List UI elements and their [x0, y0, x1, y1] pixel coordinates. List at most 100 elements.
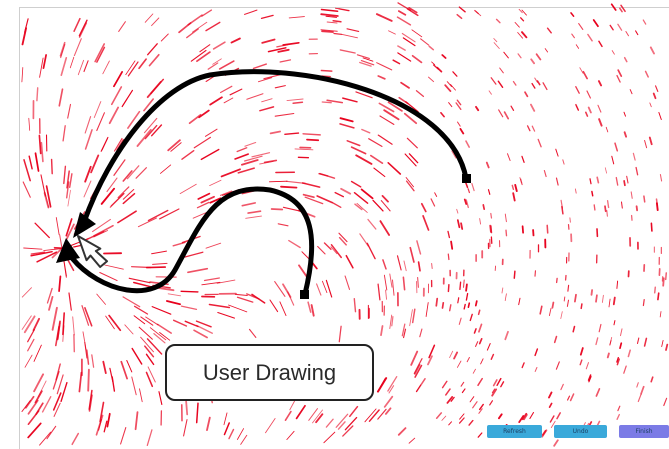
flow-particle	[34, 152, 40, 172]
flow-particle	[578, 23, 584, 30]
flow-particle	[544, 48, 549, 53]
flow-particle	[339, 49, 356, 54]
flow-particle	[259, 106, 275, 112]
flow-particle	[518, 415, 525, 423]
flow-particle	[82, 331, 87, 350]
flow-particle	[84, 129, 93, 150]
flow-particle	[159, 164, 172, 174]
flow-particle	[623, 365, 627, 374]
flow-particle	[113, 137, 123, 152]
flow-particle	[420, 38, 430, 46]
undo-button[interactable]: Undo	[554, 425, 607, 438]
refresh-button[interactable]: Refresh	[487, 425, 542, 438]
flow-particle	[635, 30, 639, 36]
flow-particle	[27, 422, 42, 439]
flow-particle	[84, 165, 92, 183]
flow-particle	[127, 61, 139, 77]
flow-particle	[263, 73, 283, 80]
flow-particle	[461, 388, 466, 394]
flow-particle	[124, 324, 134, 335]
flow-particle	[620, 201, 623, 209]
flow-particle	[185, 397, 189, 416]
flow-particle	[489, 224, 492, 233]
flow-particle	[440, 112, 445, 118]
flow-particle	[375, 13, 393, 22]
flow-particle	[144, 124, 158, 140]
flow-particle	[244, 9, 258, 15]
flow-particle	[472, 401, 478, 409]
flow-particle	[42, 54, 47, 69]
flow-particle	[644, 70, 649, 78]
flow-particle	[234, 293, 248, 297]
flow-particle	[344, 275, 351, 290]
flow-particle	[72, 316, 75, 336]
flow-particle	[192, 21, 208, 33]
flow-particle	[368, 409, 380, 422]
flow-particle	[425, 302, 429, 317]
flow-particle	[91, 354, 95, 368]
flow-particle	[409, 246, 415, 263]
flow-particle	[108, 314, 122, 332]
flow-particle	[403, 260, 407, 272]
flow-particle	[350, 146, 367, 155]
flow-particle	[446, 81, 453, 88]
flow-particle	[648, 136, 653, 146]
flow-particle	[27, 338, 35, 352]
flow-particle	[465, 283, 468, 292]
flow-particle	[21, 315, 32, 330]
flow-particle	[531, 82, 536, 89]
flow-particle	[184, 251, 204, 258]
flow-particle	[39, 431, 52, 446]
flow-particle	[138, 326, 153, 340]
flow-particle	[378, 102, 395, 113]
flow-particle	[574, 188, 577, 194]
flow-particle	[159, 208, 180, 220]
flow-particle	[446, 396, 454, 404]
flow-particle	[627, 349, 631, 358]
flow-particle	[212, 58, 222, 65]
flow-particle	[193, 329, 208, 339]
flow-particle	[354, 203, 363, 211]
flow-particle	[459, 281, 462, 291]
flow-particle	[361, 128, 371, 134]
flow-particle	[392, 279, 395, 296]
upper-stroke	[81, 69, 469, 225]
flow-particle	[523, 414, 528, 421]
flow-particle	[414, 363, 421, 375]
flow-particle	[96, 46, 106, 63]
flow-particle	[411, 54, 423, 64]
flow-particle	[204, 128, 218, 137]
flow-particle	[623, 180, 626, 187]
flow-particle	[34, 222, 50, 239]
flow-particle	[553, 439, 559, 447]
flow-particle	[212, 41, 226, 50]
flow-particle	[144, 13, 154, 23]
flow-particle	[397, 2, 412, 11]
flow-particle	[179, 183, 197, 195]
flow-particle	[574, 293, 577, 303]
flow-particle	[643, 337, 648, 347]
flow-particle	[475, 11, 482, 17]
flow-particle	[99, 401, 105, 423]
flow-particle	[353, 297, 357, 313]
flow-particle	[505, 229, 508, 237]
flow-particle	[274, 281, 286, 297]
flow-particle	[195, 402, 199, 424]
flow-particle	[620, 4, 626, 13]
flow-particle	[78, 22, 88, 38]
flow-particle	[40, 141, 44, 163]
flow-particle	[30, 250, 53, 257]
flow-particle	[308, 408, 318, 421]
flow-particle	[104, 264, 124, 270]
flow-particle	[170, 142, 182, 152]
flow-particle	[94, 43, 105, 63]
flow-particle	[404, 153, 417, 167]
flow-particle	[151, 17, 160, 27]
finish-button[interactable]: Finish	[619, 425, 669, 438]
flow-particle	[391, 315, 394, 327]
flow-particle	[144, 345, 155, 358]
flow-particle	[632, 152, 636, 161]
flow-particle	[137, 217, 158, 228]
flow-particle	[582, 70, 588, 80]
flow-particle	[23, 315, 36, 334]
